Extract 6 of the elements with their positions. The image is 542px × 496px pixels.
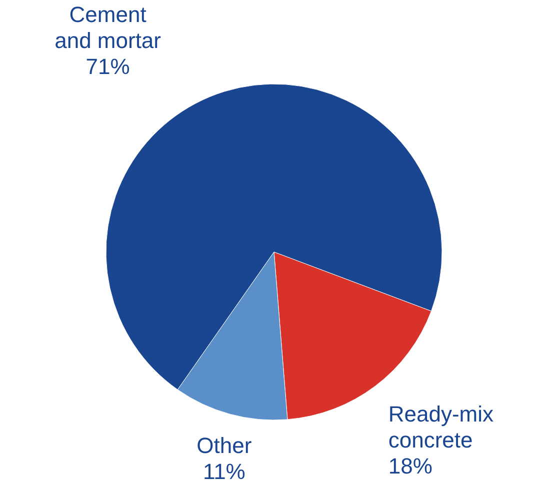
data-label: 71%	[86, 54, 130, 79]
data-label: 18%	[388, 453, 432, 478]
slice-label: Cement and mortar	[54, 2, 162, 53]
slice-label: Other	[196, 432, 252, 458]
data-label: 11%	[202, 458, 246, 484]
slice-label: Ready-mix concrete	[388, 401, 494, 452]
